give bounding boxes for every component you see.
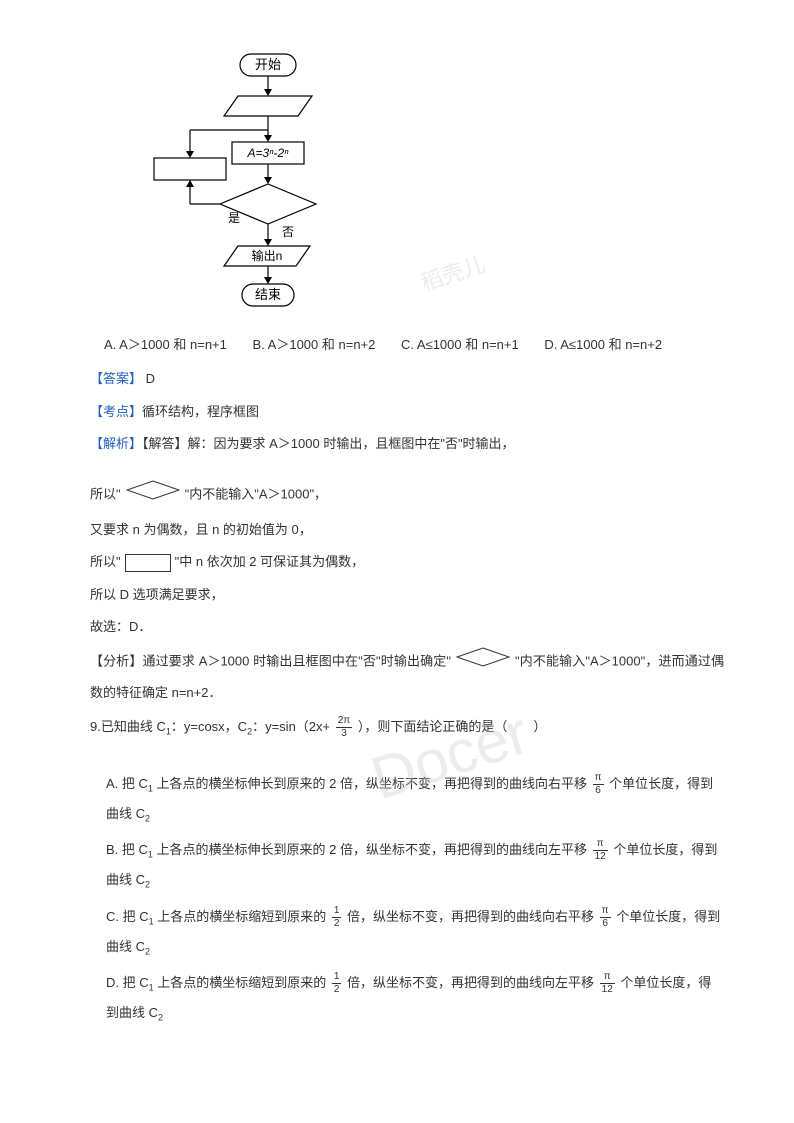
topic-value: 循环结构，程序框图	[142, 404, 259, 419]
analysis-line-6: 故选：D．	[90, 613, 724, 642]
question-9-stem: 9.已知曲线 C1：y=cosx，C2：y=sin（2x+ 2π3 ），则下面结…	[90, 713, 724, 742]
fraction: π6	[600, 906, 611, 929]
diamond-icon	[125, 479, 181, 512]
analysis-line-4: 所以""中 n 依次加 2 可保证其为偶数，	[90, 548, 724, 577]
fraction: π12	[593, 839, 608, 862]
analysis-line-1: 【解析】【解答】解：因为要求 A＞1000 时输出，且框图中在"否"时输出，	[90, 430, 724, 459]
flowchart-output: 输出n	[252, 248, 283, 263]
choice-d: D. 把 C1 上各点的横坐标缩短到原来的 12 倍，纵坐标不变，再把得到的曲线…	[106, 968, 724, 1029]
flowchart-start: 开始	[255, 57, 281, 72]
flowchart-end: 结束	[255, 287, 281, 302]
option-a: A. A＞1000 和 n=n+1	[104, 337, 227, 352]
flowchart-diagram: 开始 A=3ⁿ-2ⁿ 是 否 输出n	[130, 50, 724, 321]
analysis-label: 【解析】	[90, 436, 142, 451]
topic-label: 【考点】	[90, 404, 142, 419]
answer-options: A. A＞1000 和 n=n+1 B. A＞1000 和 n=n+2 C. A…	[104, 331, 724, 360]
flowchart-yes-label: 是	[228, 211, 240, 225]
fraction: 12	[332, 906, 342, 929]
option-d: D. A≤1000 和 n=n+2	[544, 337, 662, 352]
choice-b: B. 把 C1 上各点的横坐标伸长到原来的 2 倍，纵坐标不变，再把得到的曲线向…	[106, 835, 724, 896]
topic-line: 【考点】循环结构，程序框图	[90, 398, 724, 427]
fraction: π12	[600, 972, 615, 995]
fraction: 12	[332, 972, 342, 995]
answer-label: 【答案】	[90, 371, 142, 386]
option-b: B. A＞1000 和 n=n+2	[253, 337, 376, 352]
option-c: C. A≤1000 和 n=n+1	[401, 337, 519, 352]
flowchart-no-label: 否	[282, 225, 294, 239]
analysis-line-2: 所以""内不能输入"A＞1000"，	[90, 479, 724, 512]
fraction: 2π3	[336, 716, 352, 739]
analysis-line-5: 所以 D 选项满足要求，	[90, 581, 724, 610]
analysis-line-3: 又要求 n 为偶数，且 n 的初始值为 0，	[90, 516, 724, 545]
answer-value: D	[142, 371, 155, 386]
answer-line: 【答案】 D	[90, 365, 724, 394]
choice-c: C. 把 C1 上各点的横坐标缩短到原来的 12 倍，纵坐标不变，再把得到的曲线…	[106, 902, 724, 963]
flowchart-formula: A=3ⁿ-2ⁿ	[246, 146, 289, 160]
diamond-icon	[455, 646, 511, 679]
fraction: π6	[593, 773, 604, 796]
analysis-summary: 【分析】通过要求 A＞1000 时输出且框图中在"否"时输出确定""内不能输入"…	[90, 646, 724, 707]
rect-icon	[125, 554, 171, 572]
choice-a: A. 把 C1 上各点的横坐标伸长到原来的 2 倍，纵坐标不变，再把得到的曲线向…	[106, 769, 724, 830]
